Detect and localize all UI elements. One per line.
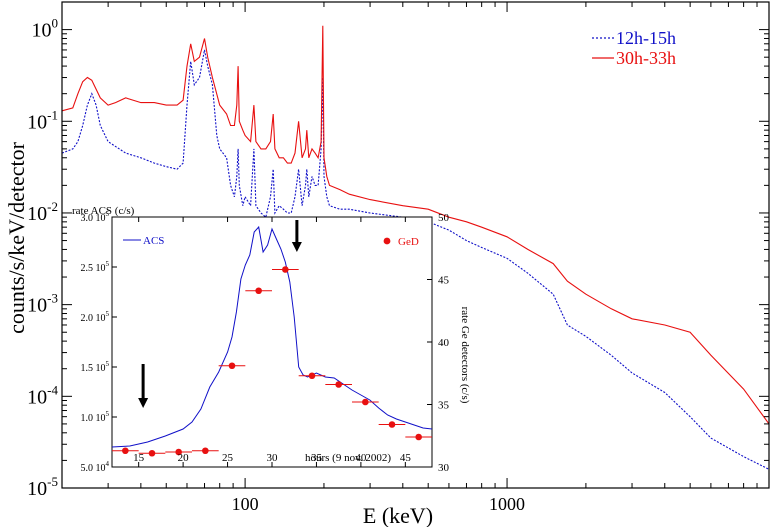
inset-x-tick-label: 40 (355, 452, 367, 464)
series-line-30h-33h (61, 25, 770, 425)
y-tick-label: 10-1 (27, 107, 58, 133)
inset-left-tick-label: 2.5 105 (81, 260, 110, 274)
series-30h-33h (61, 25, 770, 425)
inset-left-tick-label: 5.0 104 (81, 460, 110, 474)
inset-right-tick-label: 40 (438, 337, 450, 349)
main-y-axis-label: counts/s/keV/detector (4, 141, 29, 334)
y-tick-label: 10-5 (27, 474, 58, 500)
main-y-ticks: 10-5 10-4 10-3 10-2 10-1 100 (27, 1, 769, 500)
main-x-ticks: 100 1000 (61, 2, 770, 514)
inset-right-tick-label: 45 (438, 275, 450, 287)
inset-legend-label-acs: ACS (143, 235, 164, 247)
ged-data-point (148, 449, 156, 457)
inset-lightcurve-plot: 15 20 25 30 35 40 45 5.0 104 1.0 105 1.5 105 2.0 … (72, 205, 471, 474)
arrow-head (138, 398, 149, 408)
inset-series-acs (111, 225, 433, 448)
x-tick-label: 1000 (489, 494, 525, 514)
y-tick-label: 10-3 (27, 291, 58, 317)
legend-label-30h-33h: 30h-33h (616, 48, 676, 68)
y-tick-label: 10-2 (27, 199, 58, 225)
main-x-axis-label: E (keV) (363, 503, 433, 527)
inset-arrows (138, 220, 302, 408)
inset-legend-label-ged: GeD (398, 236, 419, 248)
inset-x-tick-label: 15 (133, 452, 145, 464)
ged-data-point (415, 433, 422, 441)
main-legend: 12h-15h 30h-33h (592, 28, 676, 68)
inset-series-ged (112, 266, 432, 457)
inset-left-tick-label: 2.0 105 (81, 310, 110, 324)
series-line-12h-15h (61, 49, 770, 470)
series-12h-15h (61, 49, 770, 470)
ged-data-point (202, 447, 209, 455)
inset-x-ticks: 15 20 25 30 35 40 45 (133, 217, 411, 467)
inset-x-tick-label: 25 (222, 452, 234, 464)
inset-left-tick-label: 1.0 105 (81, 410, 110, 424)
inset-right-tick-label: 35 (438, 400, 450, 412)
inset-x-tick-label: 20 (178, 452, 190, 464)
inset-right-tick-label: 30 (438, 462, 450, 474)
inset-right-y-axis-label: rate Ge detectors (c/s) (459, 307, 471, 404)
ged-data-point (228, 362, 236, 370)
main-plot-frame (61, 1, 770, 489)
inset-left-tick-label: 1.5 105 (81, 360, 110, 374)
ged-data-point (255, 287, 262, 295)
y-tick-label: 100 (32, 16, 59, 42)
inset-x-tick-label: 30 (267, 452, 279, 464)
ged-data-point (388, 421, 396, 428)
x-tick-label: 100 (232, 494, 259, 514)
inset-x-axis-label: hours (9 nov. 2002) (305, 452, 391, 464)
inset-x-tick-label: 45 (400, 452, 412, 464)
ged-data-point (362, 398, 369, 406)
inset-x-tick-label: 35 (311, 452, 323, 464)
inset-right-tick-label: 50 (438, 212, 450, 224)
ged-data-point (308, 372, 316, 380)
inset-plot-frame (111, 216, 433, 468)
inset-legend: ACS GeD (123, 235, 419, 248)
inset-left-y-ticks: 5.0 104 1.0 105 1.5 105 2.0 105 2.5 105 3.0 1… (81, 210, 117, 474)
inset-left-y-axis-label: rate ACS (c/s) (72, 205, 135, 217)
legend-label-12h-15h: 12h-15h (616, 28, 676, 48)
inset-right-y-ticks: 30 35 40 45 50 (427, 212, 450, 474)
ged-data-point (335, 381, 342, 388)
inset-left-tick-label: 3.0 105 (81, 210, 110, 224)
acs-rate-line (111, 225, 433, 448)
y-tick-label: 10-4 (27, 382, 58, 408)
ged-data-point (122, 447, 129, 455)
ged-data-point (282, 266, 289, 273)
arrow-head (291, 242, 302, 252)
inset-legend-marker-ged (383, 237, 391, 245)
ged-data-point (175, 448, 182, 456)
